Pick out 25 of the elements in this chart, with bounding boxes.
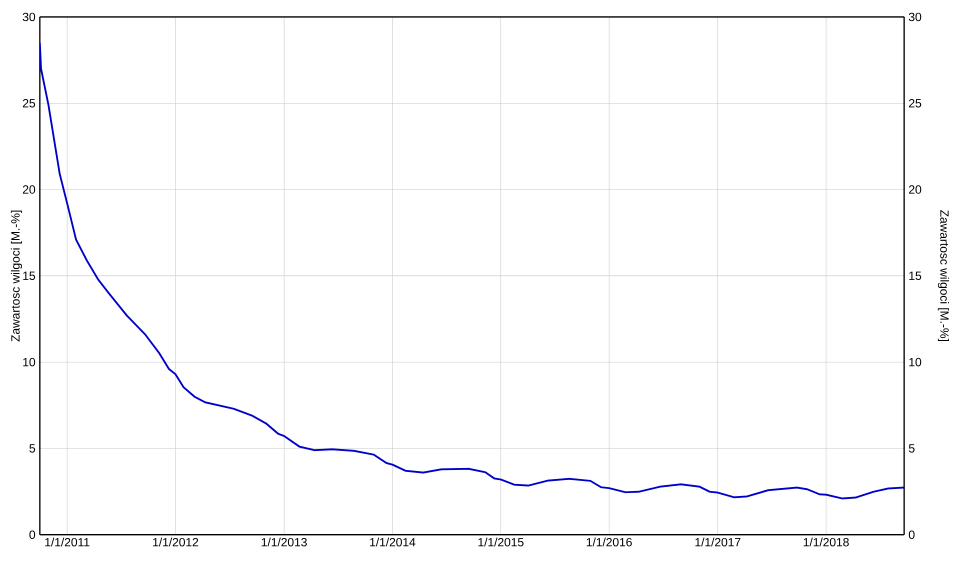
x-tick-label: 1/1/2017 — [695, 538, 740, 547]
y2-tick-label: 15 — [909, 272, 922, 280]
line-series — [40, 42, 904, 500]
y-tick-label: 10 — [23, 358, 36, 367]
y-tick-label: 15 — [23, 272, 36, 280]
y2-tick-label: 5 — [908, 444, 915, 453]
y2-tick-label: 20 — [909, 185, 922, 194]
y2-tick-label: 30 — [908, 12, 922, 22]
y-axis-title: Zawartosc wilgoci [M.-%] — [10, 210, 22, 342]
y-tick-label: 5 — [29, 444, 36, 453]
y-tick-label: 30 — [22, 12, 36, 22]
x-tick-label: 1/1/2011 — [45, 538, 90, 547]
y2-tick-label: 0 — [908, 530, 915, 540]
x-tick-label: 1/1/2015 — [478, 538, 524, 547]
y2-tick-label: 10 — [909, 358, 922, 367]
y2-axis-title: Zawartosc wilgoci [M.-%] — [938, 210, 950, 342]
y-tick-label: 25 — [22, 99, 36, 108]
x-tick-label: 1/1/2018 — [804, 538, 849, 547]
x-tick-label: 1/1/2016 — [586, 538, 632, 547]
y2-tick-label: 25 — [909, 99, 922, 108]
x-tick-label: 1/1/2014 — [370, 538, 416, 547]
y-tick-label: 20 — [22, 185, 36, 194]
x-tick-label: 1/1/2013 — [262, 538, 307, 547]
y-tick-label: 0 — [29, 530, 36, 540]
x-tick-label: 1/1/2012 — [153, 538, 198, 547]
